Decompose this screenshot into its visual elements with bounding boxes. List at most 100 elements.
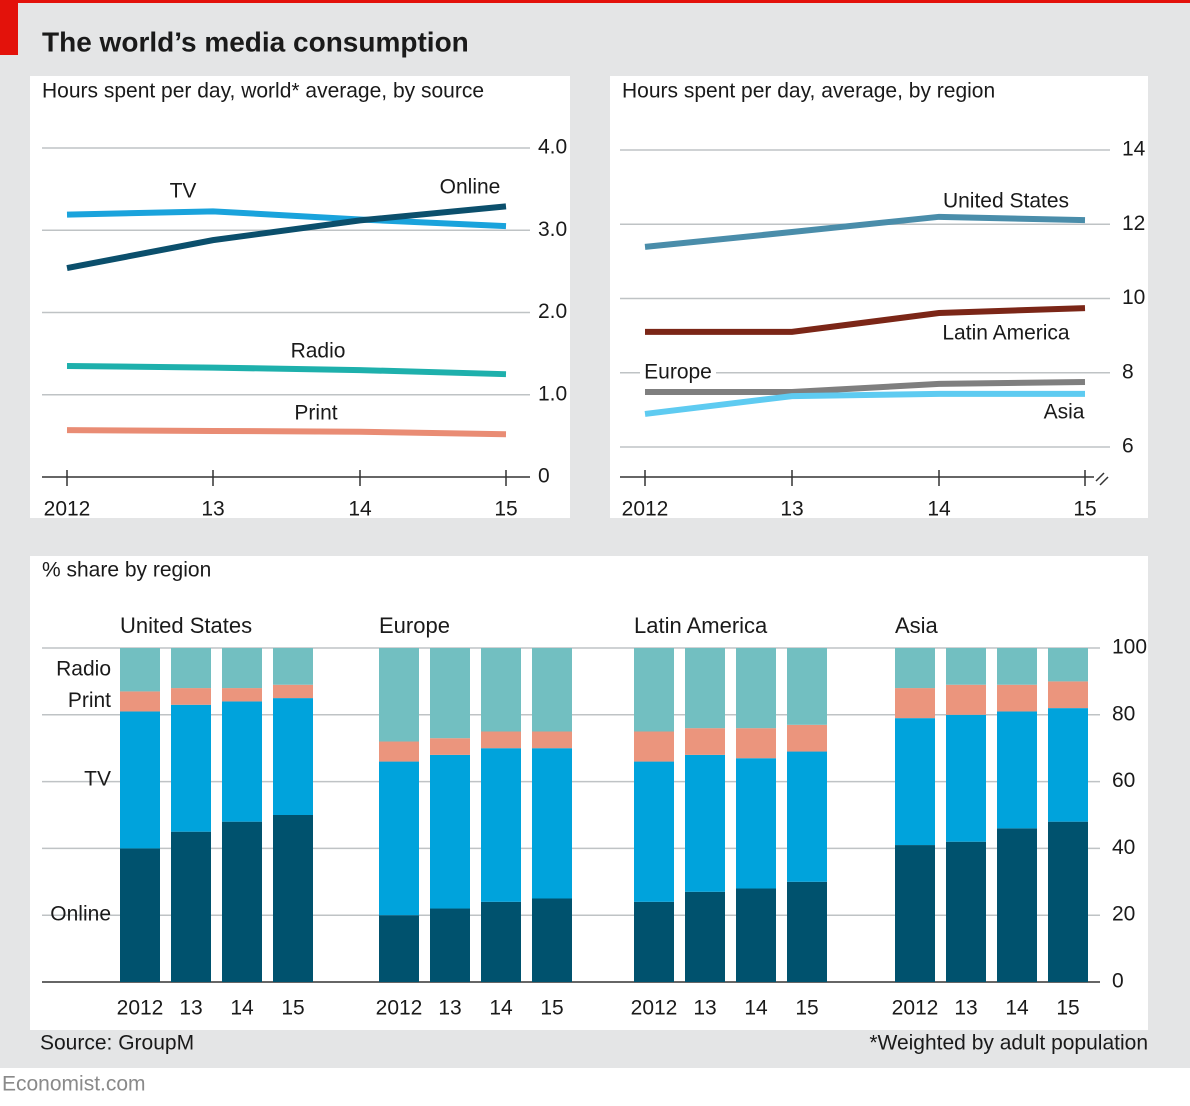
bar-segment [379,741,419,762]
label-bg [640,359,716,387]
x-tick-label: 13 [179,997,202,1020]
bar-segment [481,748,521,902]
bar-segment [273,684,313,699]
series-label: Latin America [942,322,1070,345]
brand-strip [0,1068,1190,1106]
chart-title: Hours spent per day, world* average, by … [42,80,484,103]
series-label: TV [84,767,111,790]
bar-segment [895,845,935,982]
y-tick-label: 2.0 [538,300,567,323]
bar-segment [685,648,725,729]
x-tick-label: 13 [954,997,977,1020]
bar-segment [997,648,1037,685]
source: Source: GroupM [40,1032,194,1055]
series-line [645,379,1086,396]
axis-break [1095,472,1109,486]
x-tick-label: 2012 [376,997,423,1020]
bar-segment [685,891,725,982]
bar-segment [634,761,674,902]
bar-segment [685,754,725,892]
axis-break [1094,467,1110,487]
bar-segment [120,848,160,982]
bar-segment [120,711,160,849]
x-tick-label: 15 [1056,997,1079,1020]
bar-segment [634,648,674,732]
bar-segment [736,728,776,759]
y-tick-label: 60 [1112,769,1135,792]
panel [30,76,570,518]
bar-segment [1048,821,1088,982]
x-tick-label: 2012 [117,997,164,1020]
x-tick-label: 14 [230,997,254,1020]
bar-segment [481,901,521,982]
group-label: Europe [379,613,450,638]
group-label: Latin America [634,613,768,638]
bar-segment [634,731,674,762]
x-tick-label: 15 [1073,498,1096,521]
bar-segment [120,691,160,712]
bar-segment [532,748,572,899]
bar-segment [379,648,419,742]
x-tick-label: 14 [489,997,513,1020]
bar-segment [430,754,470,909]
y-tick-label: 12 [1122,212,1145,235]
bar-segment [1048,681,1088,709]
series-line [644,390,1085,417]
y-tick-label: 80 [1112,702,1135,725]
y-tick-label: 100 [1112,636,1147,659]
bar-segment [222,821,262,982]
x-tick-label: 13 [438,997,461,1020]
series-label: Radio [56,657,111,680]
x-tick-label: 2012 [622,498,669,521]
series-label: Radio [291,340,346,363]
bar-segment [481,731,521,749]
x-tick-label: 14 [927,498,951,521]
bar-segment [787,648,827,725]
footnote: *Weighted by adult population [869,1032,1148,1055]
bar-segment [379,761,419,916]
bar-segment [171,648,211,689]
bar-segment [895,688,935,719]
bar-segment [946,648,986,685]
bar-segment [946,841,986,982]
bar-segment [787,724,827,752]
bar-segment [1048,708,1088,822]
x-tick-label: 13 [201,498,224,521]
series-label: United States [943,190,1069,213]
chart-title: % share by region [42,559,211,582]
y-tick-label: 6 [1122,435,1134,458]
bar-segment [532,648,572,732]
x-tick-label: 13 [780,498,803,521]
series-label: Europe [644,361,712,384]
bar-segment [946,684,986,715]
bar-segment [946,714,986,842]
y-tick-label: 20 [1112,903,1135,926]
series-label: Asia [1044,401,1085,424]
bar-segment [685,728,725,755]
bar-segment [736,648,776,729]
red-rule [0,0,1190,3]
series-label: Online [440,176,501,199]
y-tick-label: 10 [1122,286,1145,309]
series-line [644,213,1086,250]
x-tick-label: 15 [540,997,563,1020]
bar-segment [430,738,470,755]
y-tick-label: 1.0 [538,382,567,405]
bar-segment [273,815,313,982]
y-tick-label: 4.0 [538,136,567,159]
page-title: The world’s media consumption [42,26,469,57]
series-label: Print [294,402,337,425]
x-tick-label: 15 [281,997,304,1020]
series-line [66,203,507,272]
series-line [645,305,1086,335]
series-line [66,427,507,438]
bar-segment [430,648,470,739]
x-tick-label: 14 [348,498,372,521]
bar-segment [997,684,1037,712]
series-line [66,208,507,230]
x-tick-label: 14 [1005,997,1029,1020]
bar-segment [222,701,262,822]
x-tick-label: 2012 [631,997,678,1020]
bar-segment [379,915,419,982]
